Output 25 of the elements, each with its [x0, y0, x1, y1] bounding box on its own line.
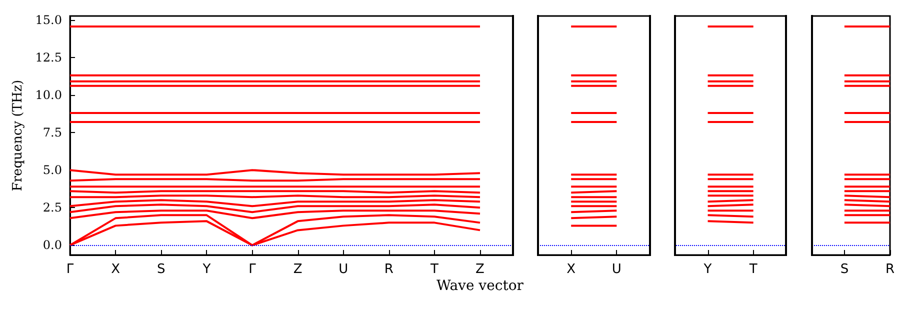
x-tick-label: R	[885, 262, 895, 277]
x-tick-label: U	[338, 262, 348, 277]
x-axis-title: Wave vector	[436, 278, 524, 294]
y-tick-label: 7.5	[42, 125, 62, 140]
x-tick-label: X	[566, 262, 576, 277]
x-tick-label: R	[384, 262, 394, 277]
x-tick-label: Y	[202, 262, 211, 277]
y-tick-label: 5.0	[42, 163, 62, 178]
y-axis-title: Frequency (THz)	[10, 80, 26, 192]
x-tick-label: Γ	[248, 262, 257, 277]
x-tick-label: Γ	[66, 262, 74, 277]
x-tick-label: S	[840, 262, 849, 277]
x-tick-label: Z	[293, 262, 302, 277]
y-tick-label: 12.5	[35, 50, 62, 64]
x-tick-label: T	[429, 262, 438, 277]
x-tick-label: T	[748, 262, 758, 277]
y-tick-label: 10.0	[35, 88, 62, 102]
x-tick-label: Z	[476, 262, 485, 277]
y-tick-label: 0.0	[42, 238, 62, 252]
x-tick-label: X	[111, 262, 120, 277]
y-tick-label: 15.0	[35, 12, 62, 27]
x-tick-label: Y	[702, 262, 712, 277]
x-tick-label: S	[156, 262, 166, 277]
y-tick-label: 2.5	[42, 200, 62, 215]
x-tick-label: U	[612, 262, 622, 277]
